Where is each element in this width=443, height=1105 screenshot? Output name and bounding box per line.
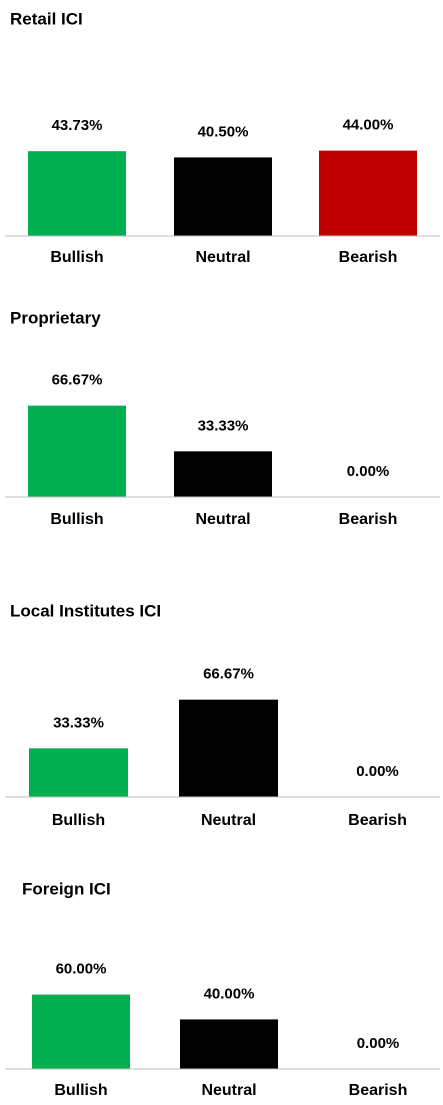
category-label: Neutral [195,249,250,266]
bar [319,150,417,236]
chart-title: Proprietary [10,308,101,327]
bar [28,405,126,497]
category-label: Bearish [349,1082,408,1099]
value-label: 66.67% [203,666,254,683]
value-label: 40.50% [198,123,249,140]
chart-title: Retail ICI [10,9,83,28]
bar [29,748,128,797]
bar [32,994,130,1069]
bar [174,451,272,497]
value-label: 33.33% [53,714,104,731]
value-label: 44.00% [343,117,394,134]
value-label: 40.00% [204,985,255,1002]
value-label: 66.67% [52,372,103,389]
category-label: Neutral [201,812,256,829]
value-label: 43.73% [52,117,103,134]
value-label: 0.00% [347,463,390,480]
bar [174,157,272,236]
category-label: Bearish [348,812,407,829]
chart-title: Foreign ICI [22,879,111,898]
bar [180,1019,278,1069]
value-label: 0.00% [357,1035,400,1052]
category-label: Neutral [201,1082,256,1099]
value-label: 0.00% [356,763,399,780]
category-label: Bullish [52,812,105,829]
category-label: Neutral [195,511,250,528]
category-label: Bearish [339,511,398,528]
bar [28,151,126,236]
category-label: Bullish [54,1082,107,1099]
bar [179,699,278,797]
category-label: Bullish [50,511,103,528]
chart-title: Local Institutes ICI [10,601,161,620]
category-label: Bearish [339,249,398,266]
category-label: Bullish [50,249,103,266]
value-label: 33.33% [198,417,249,434]
value-label: 60.00% [56,961,107,978]
